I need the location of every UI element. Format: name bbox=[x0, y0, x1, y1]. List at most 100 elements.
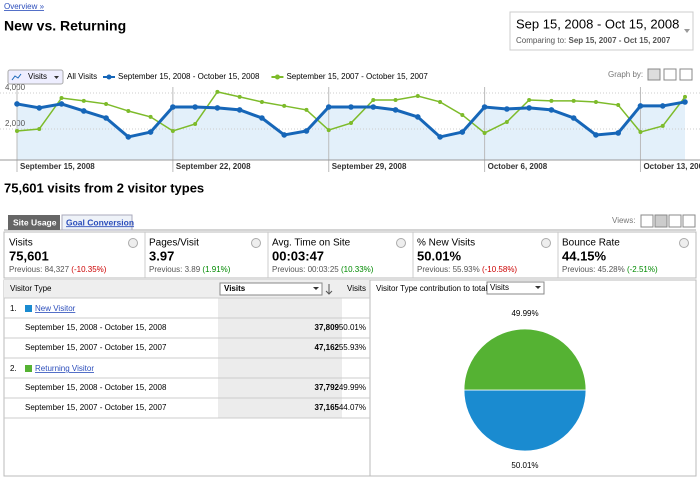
point bbox=[570, 115, 577, 121]
row-percent: 55.93% bbox=[339, 343, 366, 352]
metric-previous: Previous: 3.89 (1.91%) bbox=[149, 265, 231, 274]
column-header: Visits bbox=[224, 284, 246, 293]
x-tick-label: October 13, 2008 bbox=[643, 162, 700, 171]
breadcrumb[interactable]: Overview » bbox=[4, 2, 45, 11]
graph-by-month[interactable] bbox=[679, 68, 693, 81]
point bbox=[170, 104, 176, 110]
point bbox=[460, 112, 465, 117]
point bbox=[637, 103, 644, 109]
row-value: 37,792 bbox=[315, 383, 340, 392]
point bbox=[237, 94, 242, 99]
point bbox=[682, 99, 688, 105]
point bbox=[415, 114, 421, 120]
change: (10.33%) bbox=[341, 265, 374, 274]
legend-dot bbox=[106, 74, 112, 80]
sort-icon bbox=[325, 284, 333, 295]
metric-select[interactable] bbox=[219, 282, 323, 296]
pie-slice bbox=[463, 389, 587, 452]
previous-value: 45.28% bbox=[598, 265, 625, 274]
point bbox=[15, 128, 19, 133]
pie-metric-select[interactable] bbox=[486, 281, 545, 295]
previous-value: 3.89 bbox=[185, 265, 201, 274]
point bbox=[482, 130, 487, 135]
color-swatch bbox=[25, 365, 32, 372]
help-icon bbox=[251, 238, 261, 248]
row-name[interactable]: New Visitor bbox=[35, 304, 76, 313]
tab-active[interactable] bbox=[8, 215, 60, 230]
point bbox=[659, 103, 666, 109]
metrics-box bbox=[3, 231, 697, 279]
point bbox=[304, 107, 309, 112]
help-icon bbox=[128, 238, 138, 248]
point bbox=[193, 121, 198, 126]
graph-by-week[interactable] bbox=[663, 68, 677, 81]
change: (1.91%) bbox=[202, 265, 230, 274]
column-header: Visitor Type bbox=[10, 284, 52, 293]
metric-button[interactable] bbox=[7, 69, 64, 85]
point bbox=[349, 121, 353, 126]
previous-label: Previous: bbox=[562, 265, 595, 274]
point bbox=[259, 99, 264, 104]
metric-value: 00:03:47 bbox=[272, 248, 324, 263]
metric-value: 75,601 bbox=[9, 248, 49, 263]
dropdown-arrow bbox=[684, 29, 690, 33]
previous-label: Previous: bbox=[149, 265, 182, 274]
segment-label: All Visits bbox=[67, 72, 97, 81]
point bbox=[147, 129, 154, 135]
legend-label: September 15, 2008 - October 15, 2008 bbox=[118, 72, 260, 81]
graph-by-label: Graph by: bbox=[608, 70, 643, 79]
point bbox=[638, 130, 643, 135]
date-picker[interactable] bbox=[509, 11, 694, 51]
legend-dot bbox=[274, 74, 280, 80]
pie-title: Visitor Type contribution to total: bbox=[376, 284, 490, 293]
area bbox=[17, 101, 685, 160]
view-bar[interactable] bbox=[668, 214, 682, 228]
point bbox=[392, 107, 399, 113]
point bbox=[259, 115, 265, 121]
tab[interactable] bbox=[61, 214, 133, 231]
previous-label: Previous: bbox=[9, 265, 42, 274]
row-name[interactable]: Returning Visitor bbox=[35, 364, 94, 373]
point bbox=[326, 128, 331, 133]
view-compare[interactable] bbox=[682, 214, 696, 228]
select-arrow bbox=[535, 286, 541, 289]
view-icons bbox=[640, 214, 696, 228]
metric-label: % New Visits bbox=[417, 238, 475, 249]
view-pie[interactable] bbox=[654, 214, 668, 228]
row-value: 47,162 bbox=[315, 343, 340, 352]
metric-value: 44.15% bbox=[562, 248, 607, 263]
graph-by-day[interactable] bbox=[647, 68, 661, 81]
row-percent: 50.01% bbox=[339, 323, 366, 332]
point bbox=[438, 99, 443, 104]
x-tick-label: October 6, 2008 bbox=[488, 162, 548, 171]
comparing-range: Comparing to: Sep 15, 2007 - Oct 15, 200… bbox=[516, 36, 671, 45]
metric-label: Bounce Rate bbox=[562, 238, 620, 249]
point bbox=[281, 132, 288, 138]
point bbox=[415, 94, 420, 99]
point bbox=[325, 104, 332, 110]
point bbox=[504, 106, 510, 112]
table: Visitor Type Visits Visits 1. New Visitor Sep… bbox=[3, 279, 697, 477]
report-title: New vs. Returning bbox=[4, 18, 126, 34]
point bbox=[370, 104, 377, 110]
point bbox=[58, 101, 65, 107]
line-chart: 2,000 4,000 September 15, 2008 September 22… bbox=[0, 83, 700, 172]
point bbox=[616, 103, 621, 108]
point bbox=[571, 98, 576, 103]
y-tick-label: 4,000 bbox=[5, 83, 26, 92]
point bbox=[526, 105, 532, 111]
metric-label: Visits bbox=[28, 72, 47, 81]
point bbox=[548, 107, 555, 113]
point bbox=[81, 98, 86, 103]
view-table[interactable] bbox=[640, 214, 654, 228]
legend: September 15, 2008 - October 15, 2008 Sep… bbox=[103, 72, 428, 81]
metric-previous: Previous: 00:03:25 (10.33%) bbox=[272, 265, 374, 274]
metric-label: Pages/Visit bbox=[149, 238, 199, 249]
help-icon bbox=[541, 238, 551, 248]
pie-slice bbox=[463, 328, 587, 391]
comparing-label: Comparing to: bbox=[516, 36, 566, 45]
point bbox=[481, 104, 488, 110]
row-label: September 15, 2007 - October 15, 2007 bbox=[25, 343, 167, 352]
point bbox=[59, 95, 64, 100]
